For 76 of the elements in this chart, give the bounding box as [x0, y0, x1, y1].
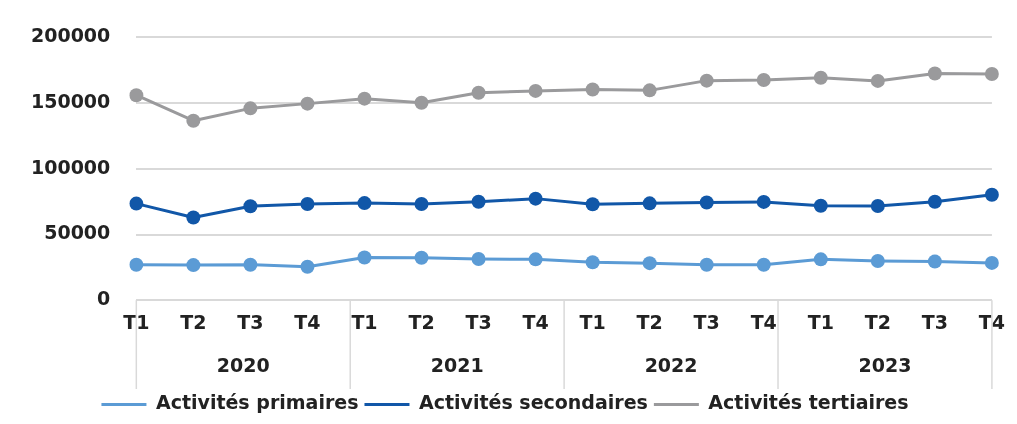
point: [984, 66, 999, 81]
point: [699, 195, 714, 210]
x-tick-label: T1: [807, 310, 834, 333]
text: 2020: [216, 353, 270, 376]
y-tick-label: 100000: [30, 155, 111, 178]
x-tick-label: T4: [750, 310, 777, 333]
point: [642, 256, 657, 271]
point: [243, 101, 258, 116]
y-tick-label: 50000: [44, 221, 111, 244]
point: [243, 199, 258, 214]
x-tick-label: T2: [636, 310, 663, 333]
point: [471, 194, 486, 209]
x-tick-label: T1: [123, 310, 150, 333]
point: [756, 72, 771, 87]
text: 2022: [644, 353, 698, 376]
point: [585, 82, 600, 97]
point: [414, 95, 429, 110]
x-tick-label: T1: [351, 310, 378, 333]
text: 2021: [430, 353, 484, 376]
point: [471, 252, 486, 267]
point: [699, 73, 714, 88]
point: [129, 88, 144, 103]
point: [186, 210, 201, 225]
point: [300, 197, 315, 212]
point: [984, 187, 999, 202]
point: [414, 250, 429, 265]
point: [357, 250, 372, 265]
y-tick-label: 0: [97, 287, 111, 310]
point: [357, 91, 372, 106]
point: [243, 257, 258, 272]
point: [813, 252, 828, 267]
point: [870, 198, 885, 213]
legend-label: Activités primaires: [155, 391, 359, 414]
point: [528, 191, 543, 206]
point: [414, 197, 429, 212]
x-tick-label: T2: [864, 310, 891, 333]
point: [129, 257, 144, 272]
x-tick-label: T2: [180, 310, 207, 333]
point: [813, 70, 828, 85]
y-tick-label: 150000: [30, 90, 111, 113]
point: [642, 196, 657, 211]
point: [870, 73, 885, 88]
point: [300, 96, 315, 111]
point: [699, 257, 714, 272]
x-tick-label: T4: [294, 310, 321, 333]
point: [528, 83, 543, 98]
x-tick-label: T4: [522, 310, 549, 333]
legend-label: Activités secondaires: [418, 391, 648, 414]
x-tick-label: T1: [579, 310, 606, 333]
point: [471, 85, 486, 100]
legend-label: Activités tertiaires: [708, 391, 909, 414]
x-tick-label: T3: [465, 310, 492, 333]
point: [927, 254, 942, 269]
point: [927, 194, 942, 209]
x-tick-label: T2: [408, 310, 435, 333]
point: [870, 254, 885, 269]
point: [129, 196, 144, 211]
point: [927, 66, 942, 81]
y-tick-label: 200000: [30, 24, 111, 47]
x-tick-label: T3: [921, 310, 948, 333]
text: 2023: [858, 353, 912, 376]
point: [186, 258, 201, 273]
point: [300, 259, 315, 274]
x-tick-label: T3: [237, 310, 264, 333]
point: [528, 252, 543, 267]
point: [984, 255, 999, 270]
point: [357, 196, 372, 211]
point: [585, 197, 600, 212]
x-tick-label: T4: [978, 310, 1005, 333]
point: [585, 255, 600, 270]
point: [642, 83, 657, 98]
point: [186, 113, 201, 128]
x-tick-label: T3: [693, 310, 720, 333]
point: [813, 198, 828, 213]
point: [756, 194, 771, 209]
point: [756, 257, 771, 272]
